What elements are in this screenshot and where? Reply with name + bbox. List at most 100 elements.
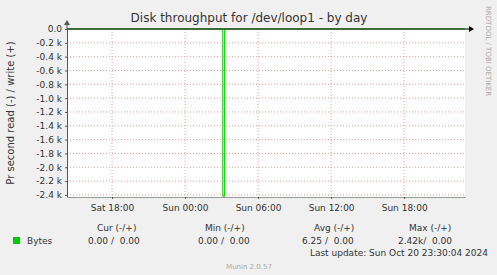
y-grid-line: [67, 125, 465, 126]
x-grid-line: [331, 29, 332, 197]
y-tick-mark: [65, 43, 67, 44]
y-tick: 0.0: [48, 24, 67, 34]
x-tick: Sun 12:00: [309, 197, 355, 213]
x-tick-mark: [331, 197, 332, 199]
x-tick-label: Sun 06:00: [236, 203, 282, 213]
stats-header: Cur (-/+): [97, 223, 136, 233]
stats-header: Max (-/+): [409, 223, 451, 233]
y-tick-label: -1.8 k: [36, 149, 62, 159]
y-tick: -1.0 k: [36, 94, 67, 104]
legend: Cur (-/+) Min (-/+) Avg (-/+) Max (-/+) Byte…: [13, 223, 452, 246]
x-tick: Sun 00:00: [163, 197, 209, 213]
y-tick-mark: [65, 153, 67, 154]
y-tick: -1.2 k: [36, 107, 67, 117]
x-tick-mark: [258, 197, 259, 199]
stats-value: 0.00 / 0.00: [88, 236, 140, 246]
y-grid-line: [67, 42, 465, 43]
y-tick: -0.2 k: [36, 38, 67, 48]
stats-value: 0.00 / 0.00: [198, 236, 250, 246]
y-tick-mark: [65, 84, 67, 85]
y-grid-line: [67, 181, 465, 182]
y-grid-line: [67, 56, 465, 57]
x-tick-label: Sat 18:00: [91, 203, 135, 213]
y-tick-label: -2.4 k: [36, 190, 62, 200]
background: [0, 0, 497, 275]
y-tick-mark: [65, 167, 67, 168]
x-tick: Sun 06:00: [236, 197, 282, 213]
y-tick-mark: [65, 112, 67, 113]
y-tick-label: 0.0: [48, 24, 63, 34]
grid: [67, 29, 465, 197]
y-tick-mark: [65, 181, 67, 182]
y-tick: -2.0 k: [36, 163, 67, 173]
y-grid-line: [67, 111, 465, 112]
y-grid-line: [67, 194, 465, 195]
y-tick-label: -2.0 k: [36, 163, 62, 173]
x-axis-arrow: [469, 26, 474, 32]
y-tick-label: -0.4 k: [36, 52, 62, 62]
side-credit: RRDTOOL / TOBI OETIKER: [484, 6, 492, 96]
y-grid-line: [67, 167, 465, 168]
x-grid-line: [185, 29, 186, 197]
chart: Disk throughput for /dev/loop1 - by day P…: [0, 0, 497, 275]
data-line: [67, 29, 465, 196]
y-tick: -0.6 k: [36, 66, 67, 76]
y-tick-label: -0.6 k: [36, 66, 62, 76]
y-tick-mark: [65, 195, 67, 196]
plot-area: [67, 29, 465, 197]
y-tick-mark: [65, 98, 67, 99]
y-tick: -0.8 k: [36, 80, 67, 90]
x-tick: Sat 18:00: [91, 197, 135, 213]
x-axis: Sat 18:00 Sun 00:00 Sun 06:00 Sun 12:00 Sun …: [68, 197, 466, 213]
y-tick: -1.4 k: [36, 121, 67, 131]
y-tick-label: -1.0 k: [36, 94, 62, 104]
y-tick-label: -0.2 k: [36, 38, 62, 48]
y-axis-line: [67, 30, 68, 198]
y-tick-label: -0.8 k: [36, 80, 62, 90]
y-tick-mark: [65, 140, 67, 141]
y-tick-mark: [65, 57, 67, 58]
stats-header: Min (-/+): [205, 223, 245, 233]
y-tick-mark: [65, 126, 67, 127]
x-axis-line: [68, 197, 466, 198]
y-tick-label: -1.6 k: [36, 135, 62, 145]
title: Disk throughput for /dev/loop1 - by day: [131, 11, 368, 25]
y-tick-mark: [65, 70, 67, 71]
x-grid-line: [112, 29, 113, 197]
y-tick-label: -1.2 k: [36, 107, 62, 117]
y-tick-label: -2.2 k: [36, 176, 62, 186]
y-grid-line: [67, 153, 465, 154]
x-grid-line: [258, 29, 259, 197]
y-tick-mark: [65, 29, 67, 30]
y-axis-arrow: [64, 20, 70, 25]
y-tick-label: -1.4 k: [36, 121, 62, 131]
stats-header: Avg (-/+): [314, 223, 354, 233]
stats-value: 6.25 / 0.00: [302, 236, 354, 246]
y-axis-extension: [67, 25, 68, 29]
last-update: Last update: Sun Oct 20 23:30:04 2024: [310, 248, 488, 258]
y-grid-line: [67, 98, 465, 99]
y-tick: -2.2 k: [36, 176, 67, 186]
munin-version: Munin 2.0.57: [226, 263, 272, 271]
x-tick-mark: [404, 197, 405, 199]
x-tick-mark: [112, 197, 113, 199]
x-tick: Sun 18:00: [382, 197, 428, 213]
y-tick: -1.8 k: [36, 149, 67, 159]
y-grid-line: [67, 84, 465, 85]
series-group: [67, 29, 465, 196]
legend-swatch: [13, 237, 20, 244]
x-tick-label: Sun 12:00: [309, 203, 355, 213]
zero-line: [67, 29, 469, 30]
x-tick-label: Sun 00:00: [163, 203, 209, 213]
y-tick: -2.4 k: [36, 190, 67, 200]
x-tick-mark: [185, 197, 186, 199]
y-axis-title: Pr second read (-) / write (+): [5, 41, 16, 184]
y-tick: -0.4 k: [36, 52, 67, 62]
y-grid-line: [67, 139, 465, 140]
x-grid-line: [404, 29, 405, 197]
stats-value: 2.42k/ 0.00: [398, 236, 452, 246]
legend-label: Bytes: [27, 236, 53, 246]
x-tick-label: Sun 18:00: [382, 203, 428, 213]
y-axis: 0.0 -0.2 k -0.4 k -0.6 k -0.8 k -1.0 k -1.2 k -…: [36, 24, 67, 200]
y-tick: -1.6 k: [36, 135, 67, 145]
